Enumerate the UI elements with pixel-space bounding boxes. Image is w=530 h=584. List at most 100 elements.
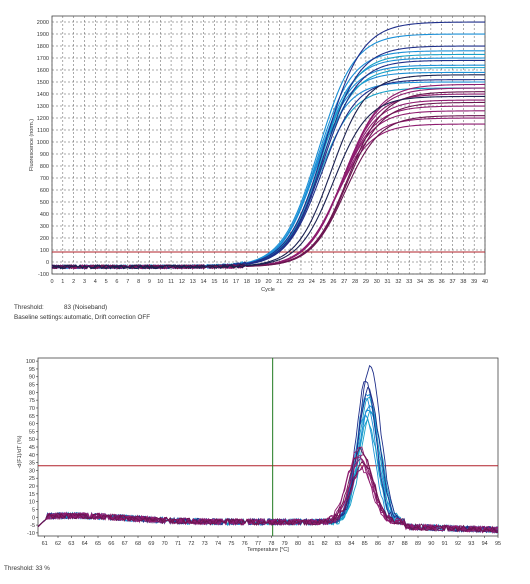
amp-y-tick-label: 100	[40, 248, 49, 254]
amp-x-tick-label: 32	[395, 279, 401, 285]
amp-x-tick-label: 0	[50, 279, 53, 285]
amplification-x-axis-label: Cycle	[261, 287, 275, 293]
amp-y-tick-label: 300	[40, 224, 49, 230]
amp-x-tick-label: 1	[61, 279, 64, 285]
amp-x-tick-label: 14	[200, 279, 206, 285]
amp-y-tick-label: 600	[40, 188, 49, 194]
melt-x-ticks: 61 62 63 64 65 66 67 68 69 70 71 72 73 74 75 76 77 78 79 80…	[42, 536, 501, 547]
amp-y-tick-label: 800	[40, 164, 49, 170]
amp-x-tick-label: 2	[72, 279, 75, 285]
amp-x-tick-label: 4	[94, 279, 97, 285]
amplification-curves	[51, 21, 486, 270]
melt-x-tick-label: 67	[122, 541, 128, 547]
amp-y-tick-label: 400	[40, 212, 49, 218]
amp-curve-line	[51, 74, 485, 270]
amp-y-tick-label: 1800	[37, 44, 49, 50]
melt-x-tick-label: 73	[202, 541, 208, 547]
melt-x-tick-label: 78	[268, 541, 274, 547]
melt-y-tick-label: 40	[29, 453, 35, 459]
melt-curve-line	[37, 461, 499, 534]
amp-y-tick-label: 1900	[37, 32, 49, 38]
melt-y-tick-label: 50	[29, 437, 35, 443]
amp-x-tick-label: 19	[255, 279, 261, 285]
melt-x-axis-label: Temperature [°C]	[247, 547, 289, 553]
melt-x-tick-label: 65	[95, 541, 101, 547]
melt-x-tick-label: 70	[162, 541, 168, 547]
amp-x-tick-label: 3	[83, 279, 86, 285]
amp-x-tick-label: 9	[148, 279, 151, 285]
melt-x-tick-label: 69	[148, 541, 154, 547]
amp-x-tick-label: 38	[460, 279, 466, 285]
amplification-y-axis-label: Fluorescence (norm.)	[29, 119, 35, 171]
amp-x-tick-label: 13	[190, 279, 196, 285]
amp-y-tick-label: 1300	[37, 104, 49, 110]
amp-y-tick-label: 1000	[37, 140, 49, 146]
melt-y-tick-label: 30	[29, 468, 35, 474]
melt-y-tick-label: 35	[29, 461, 35, 467]
amp-x-tick-label: 29	[363, 279, 369, 285]
amplification-grid	[51, 16, 486, 275]
melt-x-tick-label: 86	[375, 541, 381, 547]
melt-x-tick-label: 66	[108, 541, 114, 547]
amp-y-tick-label: -100	[38, 272, 49, 278]
melt-y-tick-label: 95	[29, 367, 35, 373]
melt-x-tick-label: 63	[68, 541, 74, 547]
amp-x-tick-label: 24	[309, 279, 315, 285]
melt-y-tick-label: 20	[29, 484, 35, 490]
amp-y-tick-label: 1400	[37, 92, 49, 98]
amp-x-tick-label: 12	[179, 279, 185, 285]
melt-y-tick-label: 15	[29, 492, 35, 498]
baseline-settings-value: automatic, Drift correction OFF	[64, 314, 151, 321]
amp-x-tick-label: 25	[320, 279, 326, 285]
melt-x-tick-label: 61	[42, 541, 48, 547]
melt-threshold-text: Threshold: 33 %	[4, 565, 50, 572]
melt-x-tick-label: 72	[188, 541, 194, 547]
melt-x-tick-label: 84	[348, 541, 354, 547]
melt-y-tick-label: 65	[29, 414, 35, 420]
amp-x-tick-label: 23	[298, 279, 304, 285]
melt-y-tick-label: 60	[29, 422, 35, 428]
amp-x-tick-label: 20	[265, 279, 271, 285]
amp-x-tick-label: 26	[330, 279, 336, 285]
melt-y-tick-label: 0	[32, 515, 35, 521]
melt-x-tick-label: 83	[335, 541, 341, 547]
amp-x-tick-label: 22	[287, 279, 293, 285]
amp-x-tick-label: 40	[482, 279, 488, 285]
melt-y-tick-label: 5	[32, 507, 35, 513]
baseline-settings-label: Baseline settings:	[14, 314, 64, 321]
amp-x-tick-label: 36	[439, 279, 445, 285]
amp-y-tick-label: 900	[40, 152, 49, 158]
amplification-y-ticks: -100 0 100 200 300 400 500 600 700 800 900 1000 1100…	[37, 20, 49, 278]
amp-x-tick-label: 7	[126, 279, 129, 285]
melt-x-tick-label: 95	[495, 541, 501, 547]
melt-y-tick-label: 80	[29, 390, 35, 396]
amplification-chart: -100010020030040050060070080090010001100…	[29, 15, 488, 293]
melt-y-tick-label: 100	[26, 359, 35, 365]
melt-x-tick-label: 94	[482, 541, 488, 547]
amp-x-tick-label: 39	[471, 279, 477, 285]
melt-chart: -10-505101520253035404550556065707580859…	[17, 357, 501, 553]
melt-plot-frame	[37, 357, 499, 537]
melt-x-tick-label: 93	[468, 541, 474, 547]
melt-curves	[37, 364, 499, 534]
amplification-x-ticks: 0 1 2 3 4 5 6 7 8 9 10 11 12 13 14 15 16 17 18 19 20 21 22 23 24…	[50, 279, 488, 285]
amp-x-tick-label: 21	[276, 279, 282, 285]
melt-x-tick-label: 68	[135, 541, 141, 547]
amp-x-tick-label: 31	[385, 279, 391, 285]
melt-x-tick-label: 92	[455, 541, 461, 547]
amp-y-tick-label: 500	[40, 200, 49, 206]
amp-x-tick-label: 34	[417, 279, 423, 285]
melt-x-tick-label: 64	[82, 541, 88, 547]
melt-y-tick-label: 10	[29, 500, 35, 506]
amp-x-tick-label: 28	[352, 279, 358, 285]
amp-curve-line	[51, 91, 486, 270]
amplification-threshold-value: 83 (Noiseband)	[64, 304, 108, 311]
melt-x-tick-label: 71	[175, 541, 181, 547]
melt-x-tick-label: 87	[388, 541, 394, 547]
amp-x-tick-label: 30	[374, 279, 380, 285]
melt-y-tick-label: 70	[29, 406, 35, 412]
melt-x-tick-label: 85	[362, 541, 368, 547]
amp-x-tick-label: 16	[222, 279, 228, 285]
amp-x-tick-label: 37	[449, 279, 455, 285]
